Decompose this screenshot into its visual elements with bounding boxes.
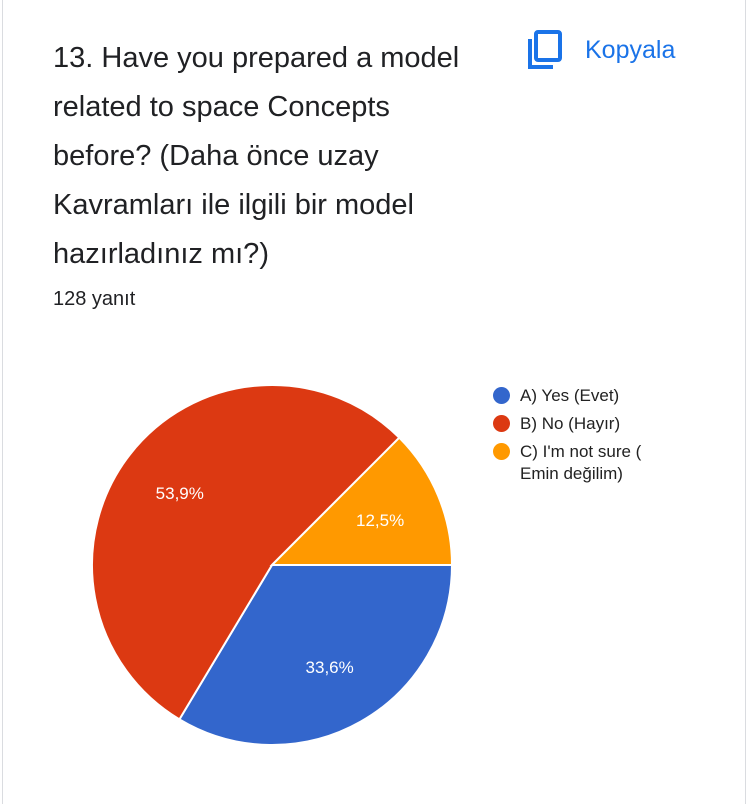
legend-item[interactable]: B) No (Hayır): [493, 413, 660, 435]
legend-item[interactable]: C) I'm not sure ( Emin değilim): [493, 441, 660, 485]
slice-label: 33,6%: [306, 658, 354, 677]
legend-label: C) I'm not sure ( Emin değilim): [520, 442, 642, 483]
slice-label: 53,9%: [156, 484, 204, 503]
copy-icon: [528, 30, 562, 69]
pie-slice[interactable]: [91, 384, 401, 721]
legend-item[interactable]: A) Yes (Evet): [493, 385, 660, 407]
pie-slice[interactable]: [269, 436, 454, 566]
slice-label: 12,5%: [356, 511, 404, 530]
legend-dot-icon: [493, 415, 510, 432]
copy-button[interactable]: Kopyala: [527, 30, 675, 70]
pie-slice[interactable]: [178, 564, 454, 746]
legend-dot-icon: [493, 443, 510, 460]
legend-label: B) No (Hayır): [520, 414, 621, 433]
chart-legend: A) Yes (Evet) B) No (Hayır) C) I'm not sur…: [493, 385, 660, 491]
legend-label: A) Yes (Evet): [520, 386, 620, 405]
legend-dot-icon: [493, 387, 510, 404]
question-title: 13. Have you prepared a model related to…: [53, 42, 460, 270]
response-count: 128 yanıt: [53, 288, 136, 310]
copy-label: Kopyala: [585, 35, 676, 64]
